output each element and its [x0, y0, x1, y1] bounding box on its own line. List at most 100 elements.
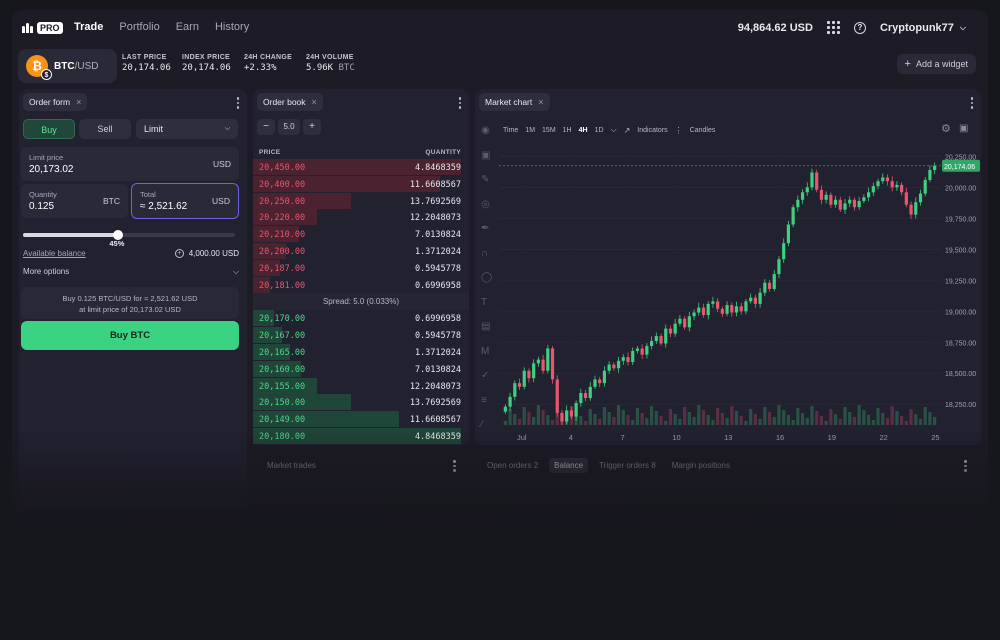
close-icon[interactable]: × — [76, 97, 82, 107]
volume-bar — [687, 412, 691, 425]
more-options-toggle[interactable]: More options ⌵ — [23, 267, 239, 277]
ask-row[interactable]: 20,200.00 1.3712024 — [253, 242, 469, 260]
tab-balance[interactable]: Balance — [549, 458, 589, 473]
shapes-icon[interactable]: ◯ — [481, 272, 493, 283]
order-quantity: 1.3712024 — [414, 347, 461, 358]
candles-button[interactable]: Candles — [689, 126, 716, 134]
fib-icon[interactable]: ≡ — [481, 394, 487, 406]
ask-row[interactable]: 20,220.00 12.2048073 — [253, 209, 469, 226]
trend-line-icon[interactable]: ∕ — [481, 419, 483, 430]
total-unit: USD — [212, 196, 230, 206]
drawing-tools: ◉ ▣ ✎ ◎ ✒ ∩ ◯ T ▤ M ✓ ≡ ∕ — [481, 125, 493, 444]
amount-slider[interactable] — [23, 230, 235, 240]
nav-link-portfolio[interactable]: Portfolio — [119, 21, 160, 33]
user-menu[interactable]: Cryptopunk77 ⌵ — [880, 22, 966, 34]
interval-1m[interactable]: 1M — [525, 126, 536, 134]
nav-link-trade[interactable]: Trade — [74, 21, 104, 33]
stat-last-price: LAST PRICE 20,174.06 — [122, 54, 171, 73]
sell-tab-button[interactable]: Sell — [79, 119, 131, 139]
index-price-value: 20,174.06 — [182, 63, 231, 73]
brush-icon[interactable]: ✎ — [481, 174, 490, 185]
order-type-select[interactable]: Limit ⌵ — [136, 119, 238, 139]
candle-body — [796, 199, 800, 208]
total-field[interactable]: Total ≈ 2,521.62 USD — [131, 183, 239, 219]
lock-icon[interactable]: ▣ — [481, 149, 491, 161]
candlestick-chart[interactable]: 20,250.00 20,000.00 19,750.00 19,500.00 19,2… — [475, 89, 981, 445]
ask-row[interactable]: 20,450.00 4.8468359 — [253, 159, 469, 176]
pencil-icon[interactable]: ✒ — [481, 223, 490, 234]
increase-step-button[interactable]: + — [303, 119, 321, 135]
nav-link-history[interactable]: History — [214, 21, 250, 33]
ask-row[interactable]: 20,181.00 0.6996958 — [253, 276, 469, 294]
ask-row[interactable]: 20,250.00 13.7692569 — [253, 192, 469, 210]
ask-row[interactable]: 20,210.00 7.0130824 — [253, 226, 469, 243]
add-funds-icon[interactable]: + — [174, 249, 184, 258]
candle-body — [848, 199, 852, 204]
interval-1d[interactable]: 1D — [594, 126, 604, 134]
tab-market-trades[interactable]: Market trades — [267, 461, 316, 470]
bid-row[interactable]: 20,180.00 4.8468359 — [253, 427, 469, 445]
volume-bar — [838, 419, 842, 425]
dollar-icon: $ — [41, 69, 52, 80]
zoom-icon[interactable]: ◎ — [481, 198, 490, 210]
settings-icon[interactable]: ⚙ — [941, 123, 951, 135]
order-quantity: 0.5945778 — [414, 331, 461, 342]
bid-row[interactable]: 20,150.00 13.7692569 — [253, 394, 469, 411]
chevron-down-icon[interactable]: ⌵ — [610, 125, 617, 134]
tab-order-book[interactable]: Order book × — [257, 93, 323, 111]
interval-15m[interactable]: 15M — [542, 126, 556, 134]
available-balance-label[interactable]: Available balance — [23, 249, 86, 258]
text-icon[interactable]: T — [481, 296, 488, 308]
bid-row[interactable]: 20,160.00 7.0130824 — [253, 360, 469, 378]
side-toggle: Buy Sell — [23, 119, 131, 139]
pair-selector[interactable]: ₿ $ BTC/USD — [18, 49, 117, 83]
bid-row[interactable]: 20,155.00 12.2048073 — [253, 377, 469, 395]
bid-row[interactable]: 20,167.00 0.5945778 — [253, 327, 469, 344]
more-vertical-icon[interactable] — [458, 97, 461, 109]
buy-tab-button[interactable]: Buy — [23, 119, 75, 139]
measure-icon[interactable]: ▤ — [481, 321, 491, 332]
candle-body — [918, 193, 923, 203]
tab-order-form[interactable]: Order form × — [23, 93, 88, 111]
candle-body — [716, 301, 720, 309]
order-quantity: 4.8468359 — [414, 163, 461, 173]
bid-row[interactable]: 20,165.00 1.3712024 — [253, 343, 469, 361]
limit-price-field[interactable]: Limit price 20,173.02 USD — [21, 147, 239, 181]
interval-4h[interactable]: 4H — [578, 126, 588, 134]
tab-market-chart[interactable]: Market chart × — [479, 93, 550, 111]
more-vertical-icon[interactable] — [964, 460, 967, 472]
ask-row[interactable]: 20,400.00 11.6608567 — [253, 175, 469, 193]
bid-row[interactable]: 20,149.00 11.6608567 — [253, 411, 469, 428]
candle-body — [645, 345, 649, 355]
volume-bar — [852, 417, 857, 425]
order-price: 20,220.00 — [259, 213, 306, 224]
order-price: 20,180.00 — [259, 431, 306, 442]
slider-handle[interactable] — [113, 230, 124, 240]
line-tool-icon[interactable]: ✓ — [481, 370, 490, 381]
decrease-step-button[interactable]: − — [257, 119, 275, 135]
tab-margin-positions[interactable]: Margin positions — [671, 461, 730, 470]
indicators-button[interactable]: Indicators — [637, 126, 668, 134]
more-vertical-icon[interactable] — [236, 97, 239, 109]
apps-grid-icon[interactable] — [826, 21, 840, 34]
more-vertical-icon[interactable] — [453, 460, 456, 472]
close-icon[interactable]: × — [538, 97, 544, 107]
more-vertical-icon[interactable] — [970, 97, 973, 109]
logo[interactable]: PRO — [22, 22, 63, 34]
available-balance-row: Available balance + 4,000.00 USD — [23, 249, 239, 258]
help-icon[interactable]: ? — [853, 21, 866, 34]
interval-1h[interactable]: 1H — [562, 126, 572, 134]
close-icon[interactable]: × — [311, 97, 317, 107]
eye-icon[interactable]: ◉ — [481, 125, 490, 136]
account-tabbar: Open orders 2 Balance Trigger orders 8 M… — [482, 458, 735, 473]
volume-unit: BTC — [338, 63, 355, 73]
quantity-field[interactable]: Quantity 0.125 BTC — [21, 184, 128, 218]
buy-btc-button[interactable]: Buy BTC — [21, 321, 239, 350]
magnet-icon[interactable]: ∩ — [481, 247, 489, 259]
ask-row[interactable]: 20,187.00 0.5945778 — [253, 259, 469, 277]
pattern-icon[interactable]: M — [481, 345, 490, 357]
bid-row[interactable]: 20,170.00 0.6996958 — [253, 310, 469, 327]
add-widget-button[interactable]: + Add a widget — [896, 54, 976, 74]
nav-link-earn[interactable]: Earn — [175, 21, 199, 33]
camera-icon[interactable]: ▣ — [959, 123, 969, 134]
